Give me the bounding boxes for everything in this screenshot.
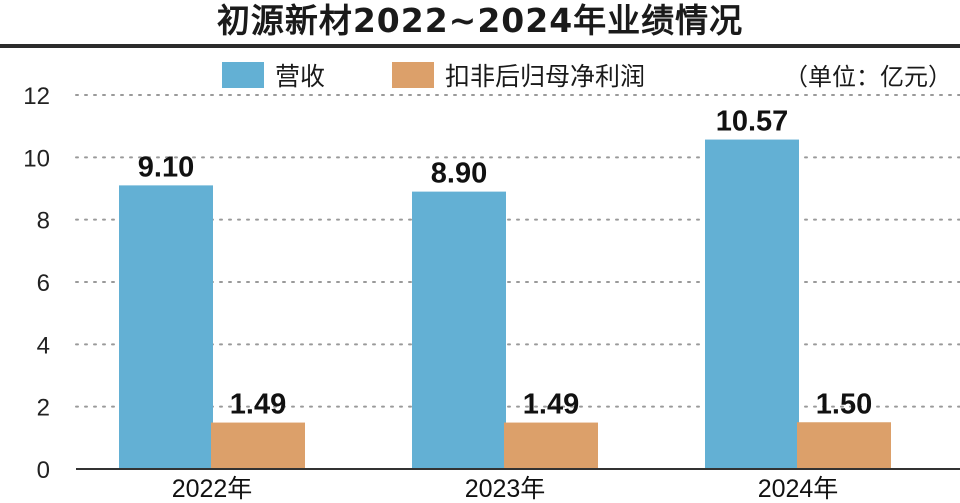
bar-net-profit — [504, 422, 598, 469]
data-label: 1.49 — [230, 389, 286, 421]
title-rule — [0, 44, 960, 48]
legend-swatch-net-profit — [392, 62, 434, 88]
y-tick-label: 0 — [37, 457, 50, 484]
value-labels: 9.10 8.90 10.57 1.49 1.49 1.50 — [138, 106, 872, 421]
y-tick-label: 2 — [37, 395, 50, 422]
legend-label-net-profit: 扣非后归母净利润 — [445, 62, 645, 91]
bar-revenue — [119, 185, 213, 469]
legend-swatch-revenue — [222, 62, 264, 88]
data-label: 1.50 — [816, 388, 872, 420]
x-category-label: 2022年 — [172, 475, 253, 503]
bar-net-profit — [211, 422, 305, 469]
data-label: 9.10 — [138, 151, 194, 183]
y-tick-label: 8 — [37, 208, 50, 235]
y-tick-label: 6 — [37, 270, 50, 297]
bar-revenue — [705, 139, 799, 469]
x-category-label: 2024年 — [758, 475, 839, 503]
x-axis-labels: 2022年 2023年 2024年 — [172, 475, 839, 503]
bar-net-profit — [797, 422, 891, 469]
bar-revenue — [412, 191, 506, 469]
data-label: 10.57 — [716, 106, 789, 138]
y-axis-ticks: 0 2 4 6 8 10 12 — [23, 83, 50, 484]
data-label: 1.49 — [523, 389, 579, 421]
gridlines — [75, 94, 960, 408]
y-tick-label: 12 — [23, 83, 50, 110]
bars — [119, 139, 891, 469]
legend-label-revenue: 营收 — [275, 62, 325, 91]
x-category-label: 2023年 — [465, 475, 546, 503]
y-tick-label: 10 — [23, 145, 50, 172]
data-label: 8.90 — [431, 158, 487, 190]
chart-title: 初源新材2022~2024年业绩情况 — [216, 1, 744, 40]
unit-label: （单位：亿元） — [784, 63, 952, 91]
legend: 营收 扣非后归母净利润 — [222, 62, 645, 91]
y-tick-label: 4 — [37, 332, 50, 359]
